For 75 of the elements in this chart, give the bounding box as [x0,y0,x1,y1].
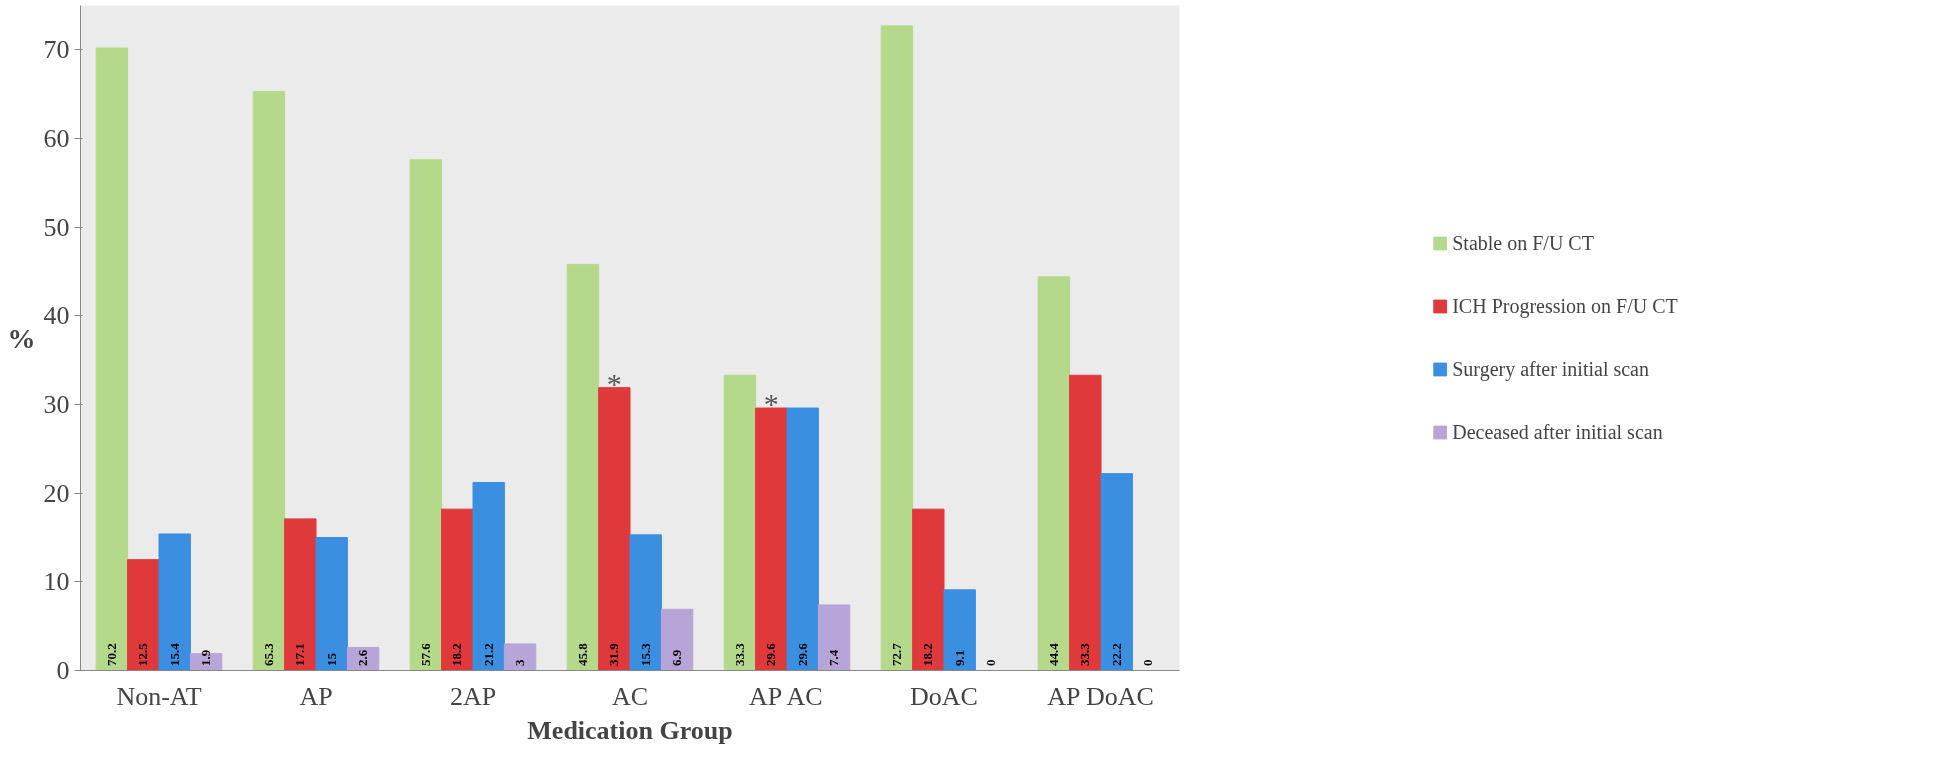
y-tick-label: 20 [43,478,70,508]
bar [1100,473,1133,671]
bar [817,604,851,671]
x-tick-label: Non-AT [116,681,202,711]
bar [441,508,474,671]
bar [158,533,191,671]
data-label: 9.1 [951,649,967,667]
data-label: 12.5 [135,642,151,667]
data-label: 65.3 [260,642,276,667]
x-tick-label: AP [299,681,333,711]
y-tick-label: 50 [43,212,70,242]
data-label: 70.2 [103,643,119,667]
y-tick-label: 40 [43,301,70,331]
bar [629,534,662,671]
data-label: 45.8 [574,642,590,667]
data-label: 17.1 [292,643,308,667]
data-label: 15 [323,652,339,667]
annotation: * [763,387,779,421]
x-axis-title: Medication Group [527,715,733,745]
data-label: 29.6 [794,642,810,667]
x-tick-label: 2AP [449,681,497,711]
data-label: 1.9 [198,649,214,667]
legend-label: ICH Progression on F/U CT [1452,294,1678,318]
bar [660,608,694,671]
bar [503,643,537,671]
data-label: 3 [512,659,528,667]
data-label: 6.9 [669,649,685,667]
x-tick-label: AC [611,681,649,711]
bar [252,91,286,671]
legend-label: Surgery after initial scan [1452,357,1650,381]
data-label: 33.3 [1077,642,1093,667]
bar [566,263,600,671]
bar [598,387,631,671]
bar [315,537,348,671]
data-label: 15.3 [637,642,653,667]
x-tick-label: AP DoAC [1047,681,1154,711]
bar [880,25,914,671]
data-label: 18.2 [449,643,465,667]
y-tick-label: 60 [43,124,70,153]
bar [409,159,443,671]
data-label: 33.3 [731,642,747,667]
data-label: 22.2 [1108,643,1124,667]
bar [1069,374,1102,671]
data-label: 2.6 [355,649,371,667]
bar [786,407,819,671]
data-label: 21.2 [480,643,496,667]
x-tick-label: DoAC [910,681,978,711]
data-label: 0 [983,659,999,667]
data-label: 18.2 [920,643,936,667]
bar [95,47,129,671]
data-label: 44.4 [1045,642,1061,667]
data-label: 57.6 [417,642,433,667]
bar [755,407,788,671]
y-axis-title: % [7,322,36,354]
y-tick-label: 10 [43,567,70,597]
y-tick-label: 0 [56,656,70,685]
x-tick-label: AP AC [749,681,823,711]
data-label: 15.4 [166,642,182,667]
data-label: 31.9 [606,642,622,667]
y-tick-label: 30 [43,390,70,419]
bar [723,374,757,671]
bar [472,482,505,671]
data-label: 29.6 [763,642,779,667]
bar [912,508,945,671]
legend-label: Deceased after initial scan [1452,420,1663,444]
bar [943,589,976,671]
y-tick-label: 70 [43,35,70,65]
bar [1037,276,1071,671]
bar [127,559,160,671]
data-label: 7.4 [826,649,842,667]
annotation: * [606,366,622,400]
legend-label: Stable on F/U CT [1452,231,1594,255]
data-label: 0 [1140,659,1156,667]
data-label: 72.7 [888,642,904,667]
bar [284,518,317,671]
